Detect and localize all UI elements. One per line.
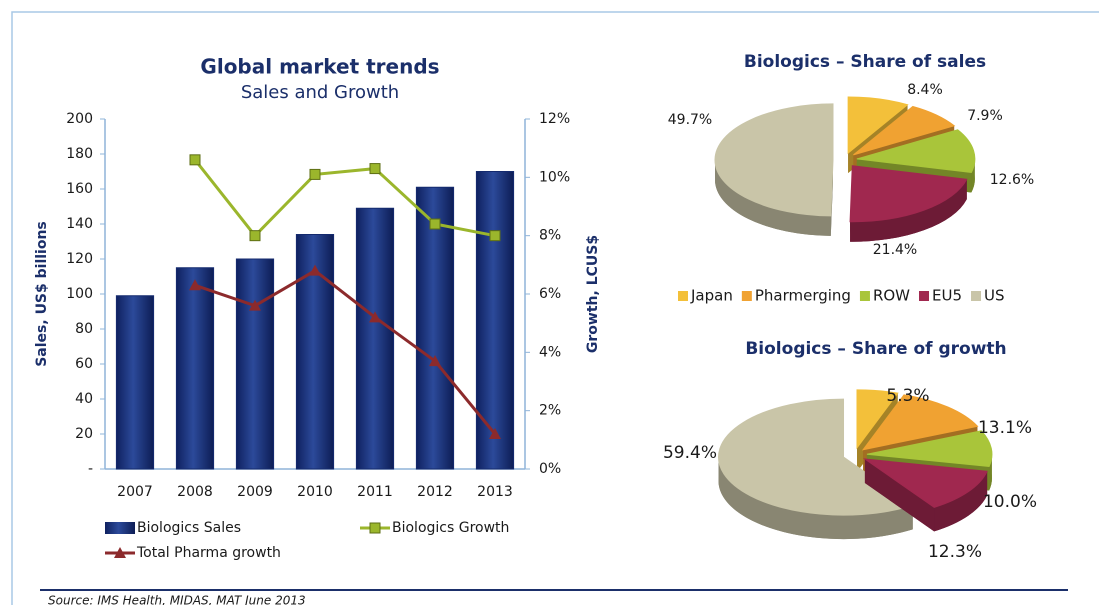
- marker: [309, 264, 321, 276]
- bar: [235, 258, 275, 470]
- legend-swatch: [741, 291, 752, 301]
- legend-swatch: [971, 291, 982, 301]
- legend-swatch: [919, 291, 930, 301]
- bar: [475, 171, 515, 470]
- slice-depth: [718, 457, 913, 540]
- marker: [429, 355, 441, 367]
- data-label: 13.1%: [978, 418, 1032, 438]
- marker: [489, 428, 501, 439]
- y-tick-label: 20: [75, 426, 93, 442]
- bar: [115, 295, 155, 470]
- legend-label: Biologics Sales: [137, 520, 241, 536]
- frame: [11, 11, 1099, 605]
- marker: [189, 279, 201, 291]
- line: [193, 158, 496, 238]
- marker: [249, 230, 261, 242]
- slice-depth: [864, 459, 935, 532]
- slice: [849, 165, 968, 223]
- y-tick-label: 200: [66, 111, 93, 127]
- data-label: 12.6%: [990, 172, 1034, 188]
- marker: [489, 230, 501, 242]
- marker: [309, 168, 321, 180]
- data-label: 7.9%: [967, 108, 1003, 124]
- y2-axis-label: Growth, LCUS$: [585, 235, 601, 353]
- x-tick-label: 2013: [477, 484, 513, 500]
- x-tick-label: 2009: [237, 484, 273, 500]
- y-tick-label: 140: [66, 216, 93, 232]
- bar: [175, 267, 215, 470]
- slice: [856, 389, 899, 450]
- chart-title: Global market trends: [200, 55, 439, 79]
- legend-swatch: [678, 291, 688, 301]
- y-tick-label: 80: [75, 321, 93, 337]
- slice-depth: [715, 159, 831, 236]
- slice: [847, 96, 909, 155]
- bar: [415, 186, 455, 470]
- y-axis-label: Sales, US$ billions: [34, 221, 50, 367]
- x-tick-label: 2010: [297, 484, 333, 500]
- slice-depth: [850, 179, 967, 242]
- x-tick-label: 2012: [417, 484, 453, 500]
- marker: [189, 154, 201, 166]
- legend-label: US: [984, 287, 1005, 305]
- legend-label: Biologics Growth: [392, 520, 509, 536]
- slice-depth: [934, 471, 988, 532]
- slice: [866, 430, 993, 467]
- chart-subtitle: Sales and Growth: [241, 82, 399, 103]
- data-label: 59.4%: [663, 443, 717, 463]
- legend-label: ROW: [873, 287, 910, 305]
- slice: [856, 129, 976, 174]
- y-tick-label: -: [88, 461, 93, 477]
- marker: [249, 299, 261, 311]
- slice: [863, 458, 988, 508]
- source: Source: IMS Health, MIDAS, MAT June 2013: [48, 594, 306, 605]
- x-tick-label: 2007: [117, 484, 153, 500]
- data-label: 8.4%: [907, 82, 943, 98]
- legend-marker: [114, 547, 126, 558]
- legend-label: EU5: [932, 287, 962, 305]
- legend-label: Pharmerging: [755, 287, 851, 305]
- marker: [429, 218, 441, 230]
- pie-title: Biologics – Share of sales: [744, 52, 986, 72]
- data-label: 10.0%: [983, 492, 1037, 512]
- slice: [718, 398, 914, 516]
- slice-depth: [989, 454, 992, 491]
- line: [194, 268, 497, 435]
- x-tick-label: 2011: [357, 484, 393, 500]
- legend-label: Japan: [690, 287, 733, 305]
- slice: [714, 103, 834, 217]
- legend-marker: [369, 522, 381, 534]
- y2-tick-label: 0%: [539, 461, 561, 477]
- slice: [861, 394, 979, 451]
- data-label: 5.3%: [886, 386, 929, 406]
- legend-swatch: [105, 522, 135, 534]
- data-label: 21.4%: [873, 242, 917, 258]
- legend-label: Total Pharma growth: [136, 545, 281, 561]
- y2-tick-label: 6%: [539, 286, 561, 302]
- legend-swatch: [859, 291, 870, 301]
- y-tick-label: 120: [66, 251, 93, 267]
- y2-tick-label: 4%: [539, 344, 561, 360]
- y2-tick-label: 12%: [539, 111, 570, 127]
- marker: [369, 163, 381, 175]
- x-tick-label: 2008: [177, 484, 213, 500]
- y-tick-label: 180: [66, 146, 93, 162]
- y-tick-label: 160: [66, 181, 93, 197]
- y2-tick-label: 8%: [539, 228, 561, 244]
- marker: [369, 311, 381, 323]
- slice: [853, 105, 956, 156]
- data-label: 49.7%: [668, 112, 712, 128]
- bar: [355, 207, 395, 470]
- y-tick-label: 40: [75, 391, 93, 407]
- data-label: 12.3%: [928, 542, 982, 562]
- y-tick-label: 60: [75, 356, 93, 372]
- y2-tick-label: 2%: [539, 403, 561, 419]
- y2-tick-label: 10%: [539, 169, 570, 185]
- y-tick-label: 100: [66, 286, 93, 302]
- pie-title: Biologics – Share of growth: [745, 339, 1006, 359]
